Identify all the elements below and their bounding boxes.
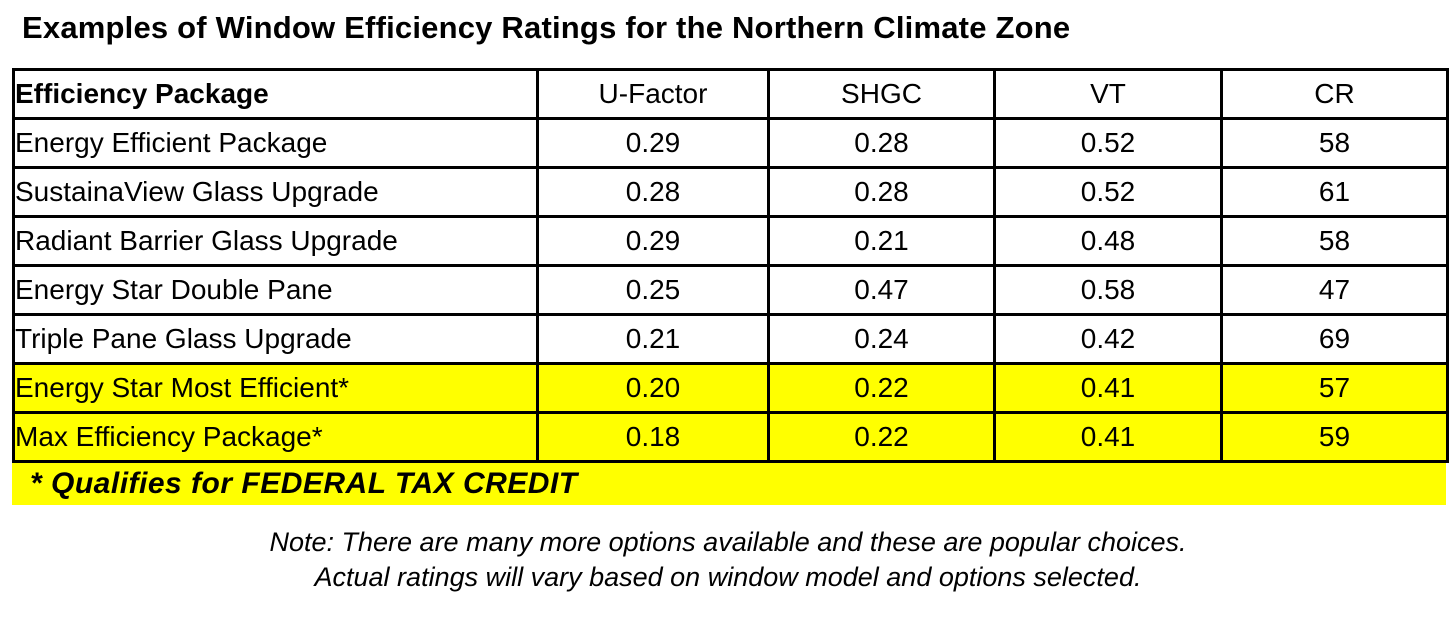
shgc-cell: 0.22 — [767, 411, 996, 463]
table-row: Triple Pane Glass Upgrade 0.21 0.24 0.42… — [12, 313, 1449, 365]
u-factor-cell: 0.29 — [536, 117, 770, 169]
package-cell: SustainaView Glass Upgrade — [12, 166, 539, 218]
package-cell: Energy Efficient Package — [12, 117, 539, 169]
cr-cell: 61 — [1220, 166, 1449, 218]
shgc-cell: 0.22 — [767, 362, 996, 414]
shgc-cell: 0.47 — [767, 264, 996, 316]
u-factor-cell: 0.20 — [536, 362, 770, 414]
vt-cell: 0.41 — [993, 411, 1223, 463]
table-row: Energy Efficient Package 0.29 0.28 0.52 … — [12, 117, 1449, 169]
u-factor-cell: 0.29 — [536, 215, 770, 267]
cr-cell: 58 — [1220, 215, 1449, 267]
package-cell: Triple Pane Glass Upgrade — [12, 313, 539, 365]
package-cell: Energy Star Most Efficient* — [12, 362, 539, 414]
package-cell: Radiant Barrier Glass Upgrade — [12, 215, 539, 267]
table-row: Max Efficiency Package* 0.18 0.22 0.41 5… — [12, 411, 1449, 463]
cr-cell: 58 — [1220, 117, 1449, 169]
cr-cell: 69 — [1220, 313, 1449, 365]
cr-cell: 57 — [1220, 362, 1449, 414]
u-factor-cell: 0.28 — [536, 166, 770, 218]
note-line-1: Note: There are many more options availa… — [269, 527, 1187, 557]
tax-credit-banner: * Qualifies for FEDERAL TAX CREDIT — [12, 463, 1446, 505]
ratings-table: Efficiency Package U-Factor SHGC VT CR E… — [12, 68, 1449, 463]
u-factor-cell: 0.21 — [536, 313, 770, 365]
u-factor-cell: 0.18 — [536, 411, 770, 463]
header-row: Efficiency Package U-Factor SHGC VT CR — [12, 68, 1449, 120]
shgc-cell: 0.24 — [767, 313, 996, 365]
shgc-cell: 0.28 — [767, 166, 996, 218]
col-header-cr: CR — [1220, 68, 1449, 120]
vt-cell: 0.48 — [993, 215, 1223, 267]
vt-cell: 0.52 — [993, 117, 1223, 169]
vt-cell: 0.41 — [993, 362, 1223, 414]
table-row: Energy Star Double Pane 0.25 0.47 0.58 4… — [12, 264, 1449, 316]
col-header-shgc: SHGC — [767, 68, 996, 120]
table-row: SustainaView Glass Upgrade 0.28 0.28 0.5… — [12, 166, 1449, 218]
tax-credit-footnote: * Qualifies for FEDERAL TAX CREDIT — [30, 467, 578, 500]
table-row: Energy Star Most Efficient* 0.20 0.22 0.… — [12, 362, 1449, 414]
vt-cell: 0.42 — [993, 313, 1223, 365]
shgc-cell: 0.28 — [767, 117, 996, 169]
page-title: Examples of Window Efficiency Ratings fo… — [22, 10, 1071, 45]
package-cell: Energy Star Double Pane — [12, 264, 539, 316]
note: Note: There are many more options availa… — [0, 525, 1456, 595]
vt-cell: 0.58 — [993, 264, 1223, 316]
package-cell: Max Efficiency Package* — [12, 411, 539, 463]
cr-cell: 59 — [1220, 411, 1449, 463]
vt-cell: 0.52 — [993, 166, 1223, 218]
cr-cell: 47 — [1220, 264, 1449, 316]
u-factor-cell: 0.25 — [536, 264, 770, 316]
col-header-u-factor: U-Factor — [536, 68, 770, 120]
col-header-package: Efficiency Package — [12, 68, 539, 120]
shgc-cell: 0.21 — [767, 215, 996, 267]
table-row: Radiant Barrier Glass Upgrade 0.29 0.21 … — [12, 215, 1449, 267]
note-line-2: Actual ratings will vary based on window… — [314, 562, 1142, 592]
col-header-vt: VT — [993, 68, 1223, 120]
